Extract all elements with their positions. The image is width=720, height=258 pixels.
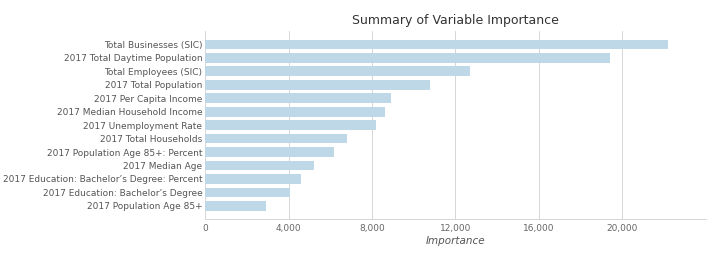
- Bar: [205, 67, 470, 76]
- Bar: [205, 161, 314, 170]
- Bar: [205, 188, 289, 197]
- Bar: [205, 147, 335, 157]
- Bar: [205, 120, 376, 130]
- Bar: [205, 201, 266, 211]
- Bar: [205, 134, 347, 143]
- X-axis label: Importance: Importance: [426, 236, 485, 246]
- Title: Summary of Variable Importance: Summary of Variable Importance: [352, 14, 559, 27]
- Bar: [205, 174, 301, 184]
- Bar: [205, 39, 668, 49]
- Bar: [205, 80, 431, 90]
- Bar: [205, 107, 384, 117]
- Bar: [205, 93, 391, 103]
- Bar: [205, 53, 610, 63]
